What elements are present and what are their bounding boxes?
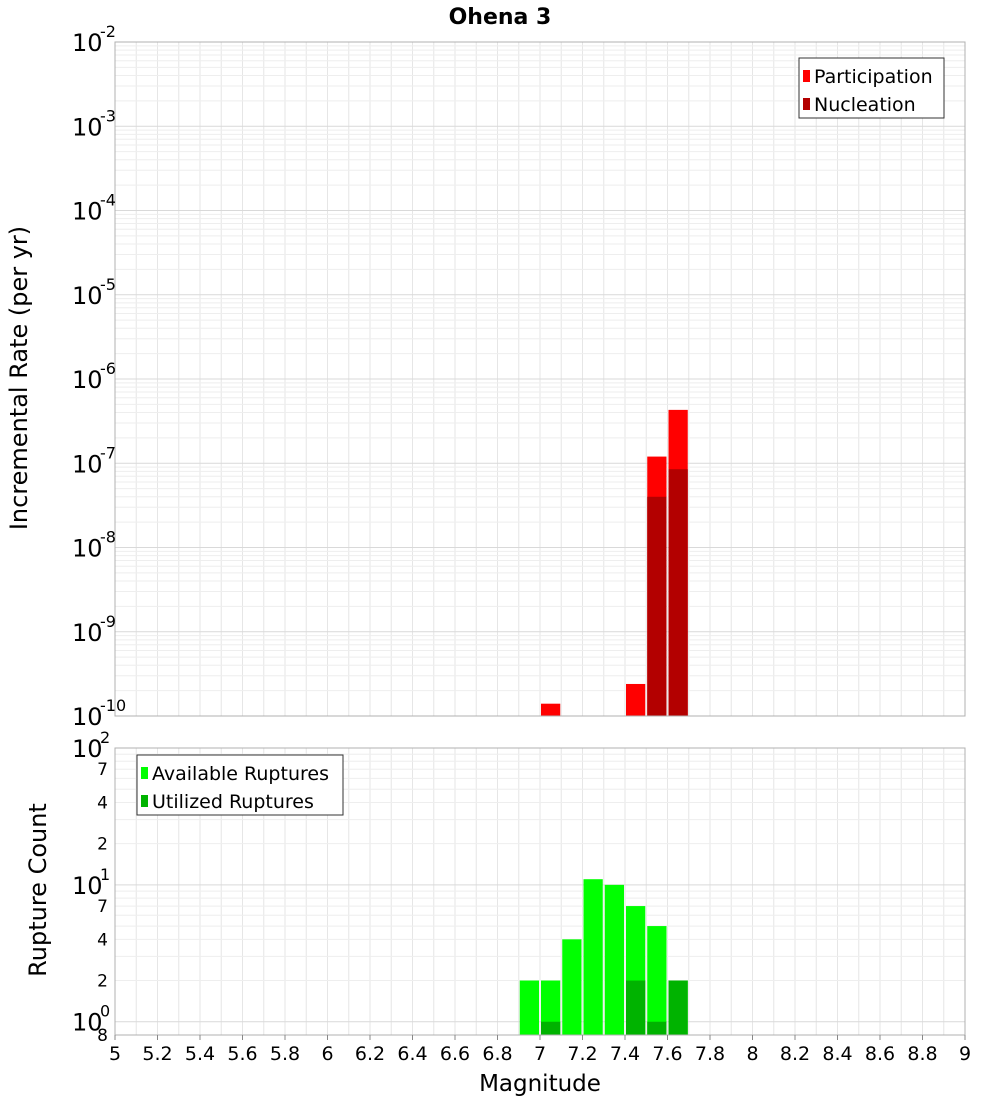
- rate-y-tick-exponent: -6: [100, 359, 116, 378]
- rupture-y-tick-exponent: 0: [100, 1002, 110, 1021]
- rupture-y-minor-tick-label: 2: [97, 835, 108, 855]
- x-axis-label: Magnitude: [479, 1071, 601, 1097]
- rupture-y-minor-tick-label: 8: [97, 1026, 108, 1046]
- rate-plot-legend: Participation Nucleation: [798, 57, 945, 119]
- rate-series-nucleation: [647, 469, 688, 716]
- x-tick-label: 8: [746, 1043, 758, 1065]
- rate-legend-label: Participation: [814, 66, 933, 88]
- rate-y-tick-label: 10: [72, 703, 103, 731]
- rate-y-tick-label: 10: [72, 282, 103, 310]
- rupture-y-minor-tick-label: 7: [97, 897, 108, 917]
- rupture-bar: [604, 884, 624, 1035]
- rupture-bar: [583, 879, 603, 1035]
- rate-y-tick-label: 10: [72, 366, 103, 394]
- rupture-y-minor-tick-label: 4: [97, 793, 108, 813]
- rupture-y-tick-exponent: 2: [100, 728, 110, 747]
- rupture-legend-box: [136, 754, 344, 816]
- rupture-plot-grid: [115, 748, 966, 1035]
- rupture-y-tick-exponent: 1: [100, 865, 110, 884]
- x-tick-label: 6: [321, 1043, 333, 1065]
- rate-y-tick-label: 10: [72, 535, 103, 563]
- rate-legend-swatch: [803, 98, 810, 110]
- rupture-bar: [626, 980, 646, 1035]
- rupture-bar: [668, 980, 688, 1035]
- rate-bar: [647, 496, 667, 716]
- rate-plot-frame: [114, 41, 966, 717]
- x-tick-label: 8.4: [822, 1043, 852, 1065]
- rupture-y-tick-label: 10: [72, 1009, 103, 1037]
- x-tick-label: 5: [109, 1043, 121, 1065]
- rupture-y-tick-label: 10: [72, 735, 103, 763]
- rate-legend-swatch: [803, 70, 810, 82]
- x-tick-label: 7: [534, 1043, 546, 1065]
- rupture-bar: [541, 1021, 561, 1035]
- rate-y-tick-exponent: -9: [100, 612, 116, 631]
- x-tick-label: 7.4: [610, 1043, 640, 1065]
- chart-title: Ohena 3: [449, 5, 552, 30]
- rate-y-tick-exponent: -4: [100, 191, 116, 210]
- rupture-bar: [519, 980, 539, 1035]
- x-tick-label: 7.6: [652, 1043, 682, 1065]
- rate-y-tick-exponent: -2: [100, 22, 116, 41]
- rupture-y-minor-tick-label: 7: [97, 760, 108, 780]
- rate-y-tick-label: 10: [72, 198, 103, 226]
- rupture-legend-swatch: [141, 767, 148, 779]
- rate-bar: [626, 683, 646, 716]
- rupture-bar: [562, 939, 582, 1035]
- x-tick-label: 6.6: [440, 1043, 470, 1065]
- rupture-y-minor-tick-label: 2: [97, 972, 108, 992]
- x-tick-label: 5.6: [227, 1043, 257, 1065]
- x-tick-label: 6.4: [397, 1043, 427, 1065]
- rate-y-tick-label: 10: [72, 450, 103, 478]
- rate-y-tick-exponent: -3: [100, 106, 116, 125]
- x-tick-label: 8.2: [780, 1043, 810, 1065]
- x-tick-label: 8.8: [907, 1043, 937, 1065]
- rate-y-tick-label: 10: [72, 29, 103, 57]
- rupture-legend-swatch: [141, 795, 148, 807]
- x-tick-label: 8.6: [865, 1043, 895, 1065]
- rupture-y-tick-label: 10: [72, 872, 103, 900]
- rupture-count-legend: Available Ruptures Utilized Ruptures: [136, 754, 344, 816]
- x-tick-label: 6.2: [355, 1043, 385, 1065]
- rate-y-tick-label: 10: [72, 619, 103, 647]
- x-tick-label: 6.8: [482, 1043, 512, 1065]
- rate-y-tick-exponent: -10: [100, 696, 126, 715]
- rate-y-tick-exponent: -8: [100, 528, 116, 547]
- rupture-bar: [647, 1021, 667, 1035]
- rate-y-tick-exponent: -5: [100, 275, 116, 294]
- rate-plot-grid: [115, 42, 966, 716]
- x-tick-label: 7.2: [567, 1043, 597, 1065]
- rupture-bar: [541, 980, 561, 1035]
- rate-y-tick-label: 10: [72, 113, 103, 141]
- rupture-y-minor-tick-label: 4: [97, 930, 108, 950]
- x-tick-label: 5.2: [142, 1043, 172, 1065]
- rate-plot-y-axis-label: Incremental Rate (per yr): [5, 226, 33, 530]
- rate-legend-box: [798, 57, 945, 119]
- x-tick-label: 5.8: [270, 1043, 300, 1065]
- rate-bar: [541, 703, 561, 716]
- rupture-series-utilized: [541, 980, 688, 1035]
- rate-bar: [668, 469, 688, 716]
- rate-y-tick-exponent: -7: [100, 443, 116, 462]
- x-tick-label: 7.8: [695, 1043, 725, 1065]
- rupture-count-y-axis-label: Rupture Count: [24, 803, 52, 977]
- rupture-legend-label: Available Ruptures: [152, 763, 329, 785]
- x-tick-label: 5.4: [185, 1043, 215, 1065]
- x-tick-label: 9: [959, 1043, 971, 1065]
- rupture-bar: [647, 926, 667, 1035]
- rate-legend-label: Nucleation: [814, 94, 916, 116]
- rupture-legend-label: Utilized Ruptures: [152, 791, 314, 813]
